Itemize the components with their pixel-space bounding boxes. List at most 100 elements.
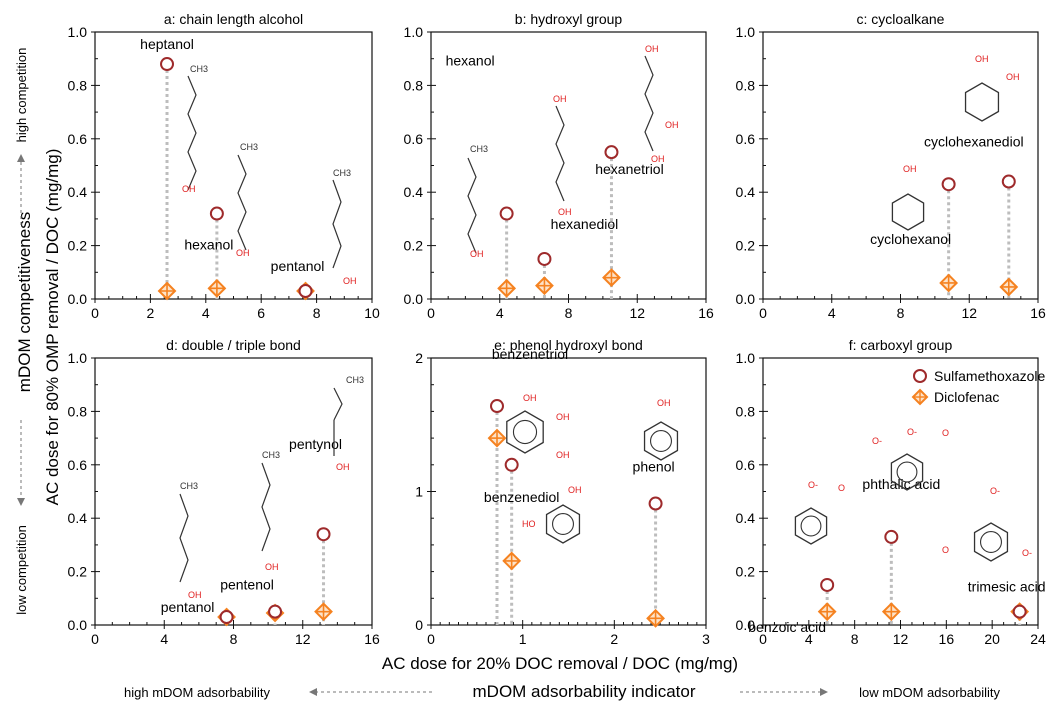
x-tick-label: 0 <box>91 631 99 647</box>
legend: Sulfamethoxazole Diclofenac <box>911 368 1046 406</box>
hexanetriol-oh3-text: OH <box>651 154 665 164</box>
compound-label: phthalic acid <box>862 476 940 492</box>
d-pentanol-oh-text: OH <box>188 590 202 600</box>
sulfamethoxazole-marker <box>604 145 619 160</box>
sulfamethoxazole-marker <box>504 457 519 472</box>
y-tick-label: 0.8 <box>68 403 88 419</box>
y-tick-label: 0.0 <box>736 617 756 633</box>
y-tick-label: 0.6 <box>404 131 424 147</box>
benzenediol-oh1-text: OH <box>568 485 582 495</box>
x-tick-label: 3 <box>702 631 710 647</box>
panel-title: b: hydroxyl group <box>515 11 623 27</box>
sulfamethoxazole-marker <box>820 577 835 592</box>
benzenetriol-oh2-text: OH <box>556 412 570 422</box>
y-tick-label: 0.4 <box>736 184 756 200</box>
adsorbability-high: high mDOM adsorbability <box>124 685 270 700</box>
y-tick-label: 0.0 <box>68 617 88 633</box>
x-tick-label: 4 <box>496 305 504 321</box>
y-tick-label: 0.2 <box>404 238 424 254</box>
sulfamethoxazole-marker <box>219 609 234 624</box>
y-tick-label: 0.8 <box>736 77 756 93</box>
x-tick-label: 0 <box>759 305 767 321</box>
y-tick-label: 0 <box>415 617 423 633</box>
hexanetriol-chain <box>644 55 654 152</box>
panel-e: e: phenol hydroxyl bond 0 1 2 3 0 1 2 benzenetri… <box>415 337 710 647</box>
panel-title: f: carboxyl group <box>849 337 953 353</box>
x-tick-label: 8 <box>313 305 321 321</box>
phenol-oh-text: OH <box>657 398 671 408</box>
hexanediol-oh2-text: OH <box>558 207 572 217</box>
hexanediol-oh1-text: OH <box>553 94 567 104</box>
panel-c: c: cycloalkane 0 4 8 12 16 0.0 0.2 0.4 0.6 0.8 1.0 c… <box>736 11 1046 321</box>
trimesate-ring <box>973 522 1009 562</box>
heptanol-chain <box>187 75 197 191</box>
y-tick-label: 1 <box>415 484 423 500</box>
compound-label: pentanol <box>271 258 325 274</box>
cyclohexanediol-ring <box>964 82 1000 122</box>
molecule-structures: CH3 OH CH3 OH CH3 OH CH3 OH OH OH OH OH OH OH OH OH CH3 O… <box>179 44 1032 600</box>
competitiveness-high: high competition <box>14 48 29 143</box>
x-tick-label: 16 <box>1030 305 1046 321</box>
sulfamethoxazole-marker <box>316 527 331 542</box>
compound-label: hexanetriol <box>595 161 664 177</box>
plot-frame <box>762 31 1039 300</box>
y-tick-label: 2 <box>415 350 423 366</box>
phthalate-o1-text: O- <box>872 436 882 446</box>
pentanol-ch3-text: CH3 <box>333 168 351 178</box>
pentynol-chain <box>333 387 343 421</box>
x-tick-label: 8 <box>565 305 573 321</box>
benzoate-ring <box>794 507 828 545</box>
y-tick-label: 0.4 <box>68 510 88 526</box>
x-tick-label: 12 <box>295 631 311 647</box>
panel-a: a: chain length alcohol 0 2 4 6 8 10 0.0 0.2 0.4 0… <box>68 11 380 321</box>
pentynol-oh-text: OH <box>336 462 350 472</box>
y-tick-label: 0.8 <box>736 403 756 419</box>
trimesate-o2-text: O <box>942 545 949 555</box>
panel-title: e: phenol hydroxyl bond <box>494 337 643 353</box>
x-tick-label: 8 <box>897 305 905 321</box>
x-tick-label: 24 <box>1030 631 1046 647</box>
x-tick-label: 4 <box>160 631 168 647</box>
compound-label: benzoic acid <box>748 619 826 635</box>
sulfamethoxazole-marker <box>499 206 514 221</box>
hexanol-ch3-text: CH3 <box>240 142 258 152</box>
y-tick-label: 0.8 <box>404 77 424 93</box>
competitiveness-arrowhead-down <box>17 498 25 506</box>
sulfamethoxazole-marker <box>268 604 283 619</box>
cyclohexanediol-oh1-text: OH <box>975 54 989 64</box>
y-tick-label: 0.4 <box>404 184 424 200</box>
sulfamethoxazole-marker <box>537 251 552 266</box>
y-tick-label: 0.2 <box>68 238 88 254</box>
adsorbability-low: low mDOM adsorbability <box>859 685 1000 700</box>
competitiveness-title: mDOM competitiveness <box>15 212 34 392</box>
sulfamethoxazole-marker <box>490 399 504 414</box>
panel-title: a: chain length alcohol <box>164 11 303 27</box>
pentanol-chain <box>332 179 342 269</box>
x-tick-label: 0 <box>759 631 767 647</box>
y-tick-label: 1.0 <box>68 350 88 366</box>
compound-label: pentanol <box>161 599 215 615</box>
heptanol-oh-text: OH <box>182 184 196 194</box>
x-tick-label: 0 <box>427 305 435 321</box>
benzoate-ring-inner <box>800 515 822 537</box>
y-tick-label: 0.2 <box>68 564 88 580</box>
x-tick-label: 8 <box>230 631 238 647</box>
pentenol-chain <box>261 462 271 552</box>
adsorbability-arrowhead-left <box>309 688 317 696</box>
panel-title: d: double / triple bond <box>166 337 301 353</box>
y-tick-label: 0.4 <box>736 510 756 526</box>
compound-label: hexanediol <box>551 216 619 232</box>
panel-b: b: hydroxyl group 0 4 8 12 16 0.0 0.2 0.4 0.6 0.8 1… <box>404 11 714 321</box>
x-tick-label: 4 <box>202 305 210 321</box>
x-tick-label: 8 <box>851 631 859 647</box>
y-tick-label: 0.6 <box>736 457 756 473</box>
benzenetriol-oh3-text: OH <box>556 450 570 460</box>
benzoate-o1-text: O- <box>808 480 818 490</box>
benzenediol-oh2-text: HO <box>522 519 536 529</box>
benzenediol-ring <box>545 504 581 544</box>
pentenol-oh-text: OH <box>265 562 279 572</box>
hexanetriol-oh1-text: OH <box>645 44 659 54</box>
x-tick-label: 0 <box>427 631 435 647</box>
legend-sulfamethoxazole-label: Sulfamethoxazole <box>934 368 1046 384</box>
sulfamethoxazole-marker <box>941 177 956 192</box>
